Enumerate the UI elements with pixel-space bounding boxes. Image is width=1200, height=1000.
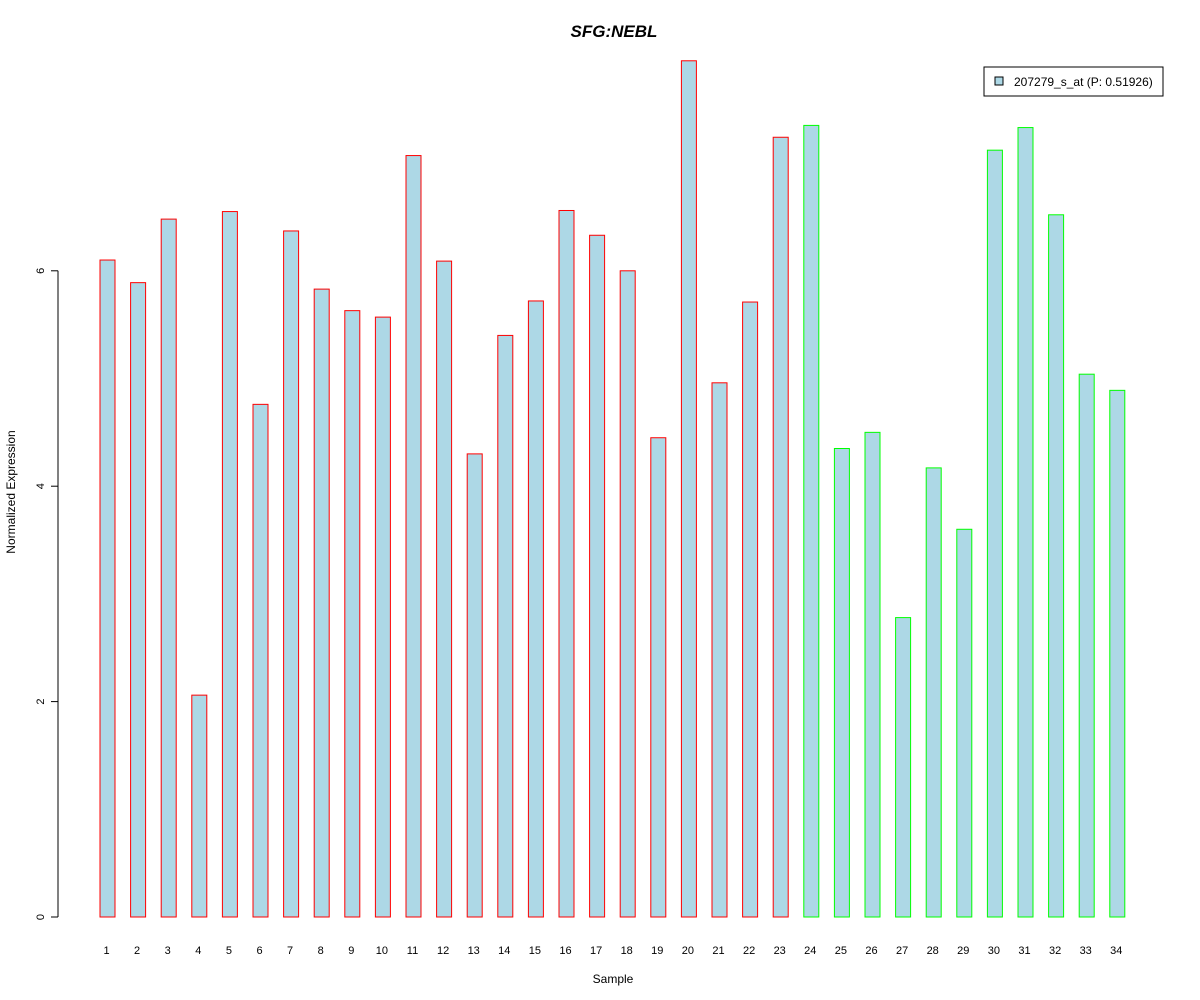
bar-sample-12 <box>436 260 453 918</box>
x-tick-label: 31 <box>1018 945 1030 957</box>
legend-swatch <box>994 76 1004 86</box>
x-tick-label: 14 <box>498 945 510 957</box>
x-tick-label: 8 <box>318 945 324 957</box>
bar-sample-32 <box>1048 214 1065 918</box>
bar-sample-8 <box>313 288 330 918</box>
x-tick-label: 26 <box>865 945 877 957</box>
x-tick-label: 30 <box>988 945 1000 957</box>
x-tick-label: 18 <box>621 945 633 957</box>
x-tick-label: 6 <box>256 945 262 957</box>
x-tick-label: 10 <box>376 945 388 957</box>
bar-sample-23 <box>772 136 789 918</box>
bar-sample-26 <box>864 431 881 918</box>
x-tick-label: 3 <box>165 945 171 957</box>
bar-sample-4 <box>191 694 208 918</box>
x-tick-label: 13 <box>468 945 480 957</box>
x-axis-tick-labels: 1 2 3 4 5 6 7 8 9 10 11 12 13 14 15 16 17 18 19 20 21 22 23 24 2… <box>103 945 1122 957</box>
bar-sample-31 <box>1017 127 1034 918</box>
legend-box <box>983 66 1164 97</box>
x-tick-label: 12 <box>437 945 449 957</box>
bar-sample-10 <box>374 316 391 918</box>
bar-sample-29 <box>956 528 973 918</box>
x-tick-label: 20 <box>682 945 694 957</box>
bar-sample-30 <box>986 149 1003 918</box>
x-tick-label: 19 <box>651 945 663 957</box>
x-tick-label: 24 <box>804 945 816 957</box>
bar-sample-11 <box>405 155 422 918</box>
bar-sample-7 <box>283 230 300 918</box>
bar-sample-14 <box>497 334 514 918</box>
bar-sample-6 <box>252 403 269 918</box>
bar-sample-17 <box>589 234 606 918</box>
y-axis-label: Normalized Expression <box>4 430 18 553</box>
x-tick-label: 11 <box>407 945 418 957</box>
bar-sample-34 <box>1109 389 1126 918</box>
bar-sample-18 <box>619 270 636 918</box>
x-tick-label: 4 <box>195 945 201 957</box>
bar-sample-21 <box>711 382 728 918</box>
bar-sample-20 <box>680 60 697 918</box>
y-tick-label: 2 <box>35 699 47 705</box>
bar-sample-16 <box>558 209 575 918</box>
x-tick-label: 7 <box>287 945 293 957</box>
bar-sample-28 <box>925 467 942 918</box>
x-tick-label: 16 <box>559 945 571 957</box>
bar-sample-27 <box>895 617 912 918</box>
bar-sample-9 <box>344 310 361 918</box>
bars <box>99 60 1126 918</box>
bar-sample-1 <box>99 259 116 918</box>
bar-sample-24 <box>803 124 820 918</box>
bar-sample-19 <box>650 437 667 918</box>
bar-sample-22 <box>742 301 759 918</box>
x-tick-label: 1 <box>103 945 109 957</box>
x-tick-label: 21 <box>712 945 724 957</box>
x-tick-label: 28 <box>927 945 939 957</box>
x-tick-label: 33 <box>1080 945 1092 957</box>
bar-sample-2 <box>130 282 147 918</box>
bar-sample-15 <box>527 300 544 918</box>
bar-sample-5 <box>221 211 238 918</box>
bar-sample-33 <box>1078 373 1095 918</box>
x-tick-label: 15 <box>529 945 541 957</box>
x-tick-label: 34 <box>1110 945 1122 957</box>
x-tick-label: 5 <box>226 945 232 957</box>
bar-sample-25 <box>833 448 850 918</box>
x-tick-label: 25 <box>835 945 847 957</box>
bar-sample-3 <box>160 218 177 918</box>
legend: 207279_s_at (P: 0.51926) <box>983 66 1164 97</box>
x-tick-label: 29 <box>957 945 969 957</box>
x-tick-label: 23 <box>774 945 786 957</box>
y-axis: 0 2 4 6 <box>35 268 59 920</box>
x-tick-label: 9 <box>348 945 354 957</box>
bar-sample-13 <box>466 453 483 918</box>
y-tick-label: 4 <box>35 483 47 489</box>
legend-label: 207279_s_at (P: 0.51926) <box>1014 75 1153 89</box>
x-tick-label: 2 <box>134 945 140 957</box>
x-tick-label: 22 <box>743 945 755 957</box>
y-tick-label: 0 <box>35 914 47 920</box>
x-axis-label: Sample <box>593 972 634 986</box>
x-tick-label: 27 <box>896 945 908 957</box>
x-tick-label: 32 <box>1049 945 1061 957</box>
x-tick-label: 17 <box>590 945 602 957</box>
chart-title: SFG:NEBL <box>571 22 658 41</box>
y-tick-label: 6 <box>35 268 47 274</box>
